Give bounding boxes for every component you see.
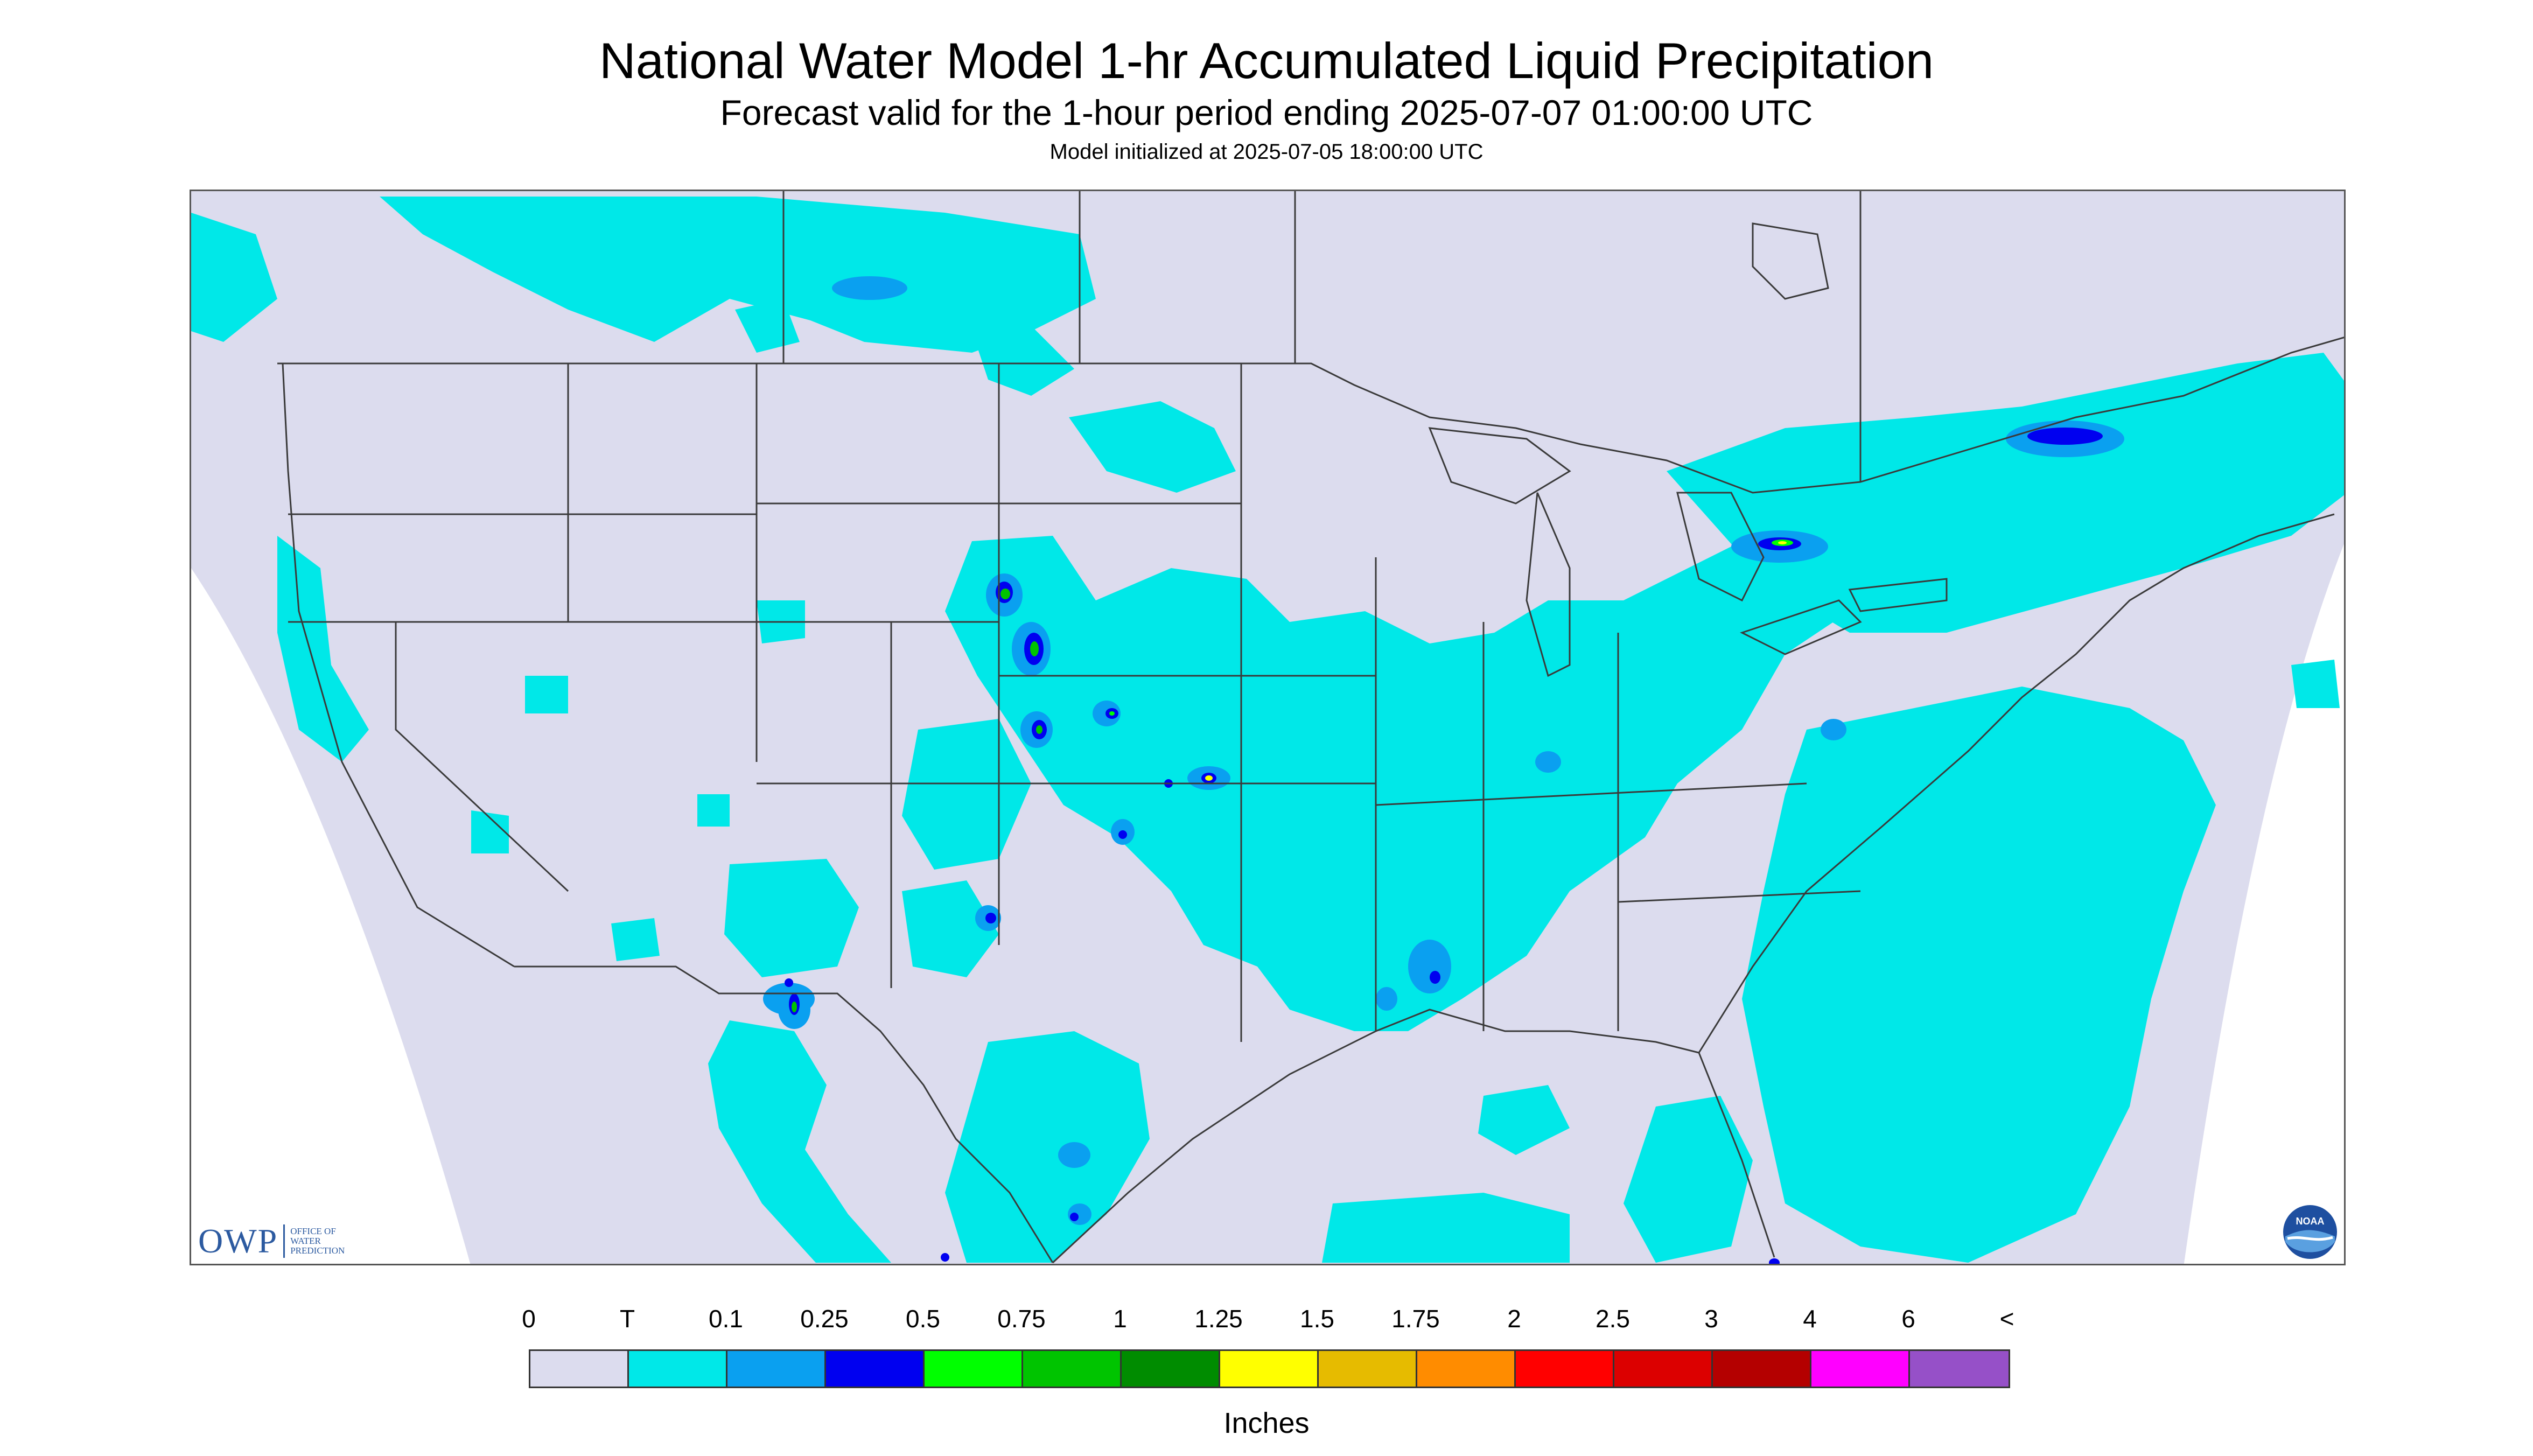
legend-swatch <box>1122 1351 1220 1387</box>
legend-swatch <box>826 1351 925 1387</box>
legend-label: 0.5 <box>906 1305 940 1333</box>
legend-swatch <box>1811 1351 1910 1387</box>
precipitation-map <box>190 190 2346 1265</box>
legend-swatch <box>1910 1351 2009 1387</box>
legend-swatch <box>1220 1351 1319 1387</box>
owp-logo: OWP OFFICE OF WATER PREDICTION <box>198 1221 355 1261</box>
legend-label: 6 <box>1901 1305 1915 1333</box>
legend-label: 2 <box>1507 1305 1521 1333</box>
legend-swatch <box>1023 1351 1122 1387</box>
legend-swatch <box>629 1351 727 1387</box>
precip-heavy-areas <box>792 431 2087 1012</box>
legend-units: Inches <box>1223 1407 1310 1439</box>
legend-label: 1 <box>1113 1305 1127 1333</box>
political-boundaries <box>277 191 2344 1264</box>
owp-text-line-2: WATER <box>290 1236 321 1246</box>
legend-label: 1.5 <box>1300 1305 1334 1333</box>
precip-trace-areas <box>191 197 2344 1263</box>
legend-swatch <box>1319 1351 1417 1387</box>
legend-label: 4 <box>1803 1305 1817 1333</box>
legend-label: 3 <box>1704 1305 1718 1333</box>
legend-label: 1.75 <box>1391 1305 1440 1333</box>
noaa-logo-text: NOAA <box>2296 1216 2325 1227</box>
forecast-valid-subtitle: Forecast valid for the 1-hour period end… <box>720 93 1813 132</box>
legend-swatch <box>1417 1351 1516 1387</box>
noaa-logo-icon: NOAA <box>2283 1205 2337 1259</box>
owp-logo-divider <box>283 1224 285 1258</box>
legend-label: 2.5 <box>1596 1305 1630 1333</box>
legend-label: 0.75 <box>997 1305 1046 1333</box>
legend-labels: 0 T 0.1 0.25 0.5 0.75 1 1.25 1.5 1.75 2 … <box>0 1304 2533 1336</box>
legend-swatch <box>530 1351 629 1387</box>
model-init-text: Model initialized at 2025-07-05 18:00:00… <box>1049 140 1484 164</box>
legend-label: 0.1 <box>709 1305 743 1333</box>
map-canvas <box>191 191 2344 1264</box>
legend-label: 1.25 <box>1194 1305 1243 1333</box>
owp-text-line-3: PREDICTION <box>290 1245 345 1256</box>
legend-label: T <box>619 1305 635 1333</box>
owp-logo-text: OFFICE OF WATER PREDICTION <box>290 1227 355 1256</box>
owp-logo-mark: OWP <box>198 1222 278 1260</box>
legend-swatch <box>1713 1351 1811 1387</box>
legend-label: < <box>1999 1305 2014 1333</box>
legend-swatch <box>1516 1351 1614 1387</box>
owp-text-line-1: OFFICE OF <box>290 1226 336 1236</box>
map-title: National Water Model 1-hr Accumulated Li… <box>599 32 1934 89</box>
legend-swatch <box>925 1351 1023 1387</box>
legend-label: 0.25 <box>800 1305 849 1333</box>
legend-swatch <box>1614 1351 1713 1387</box>
legend-label: 0 <box>522 1305 536 1333</box>
legend-swatch <box>727 1351 826 1387</box>
legend-color-bar <box>529 1349 2010 1388</box>
